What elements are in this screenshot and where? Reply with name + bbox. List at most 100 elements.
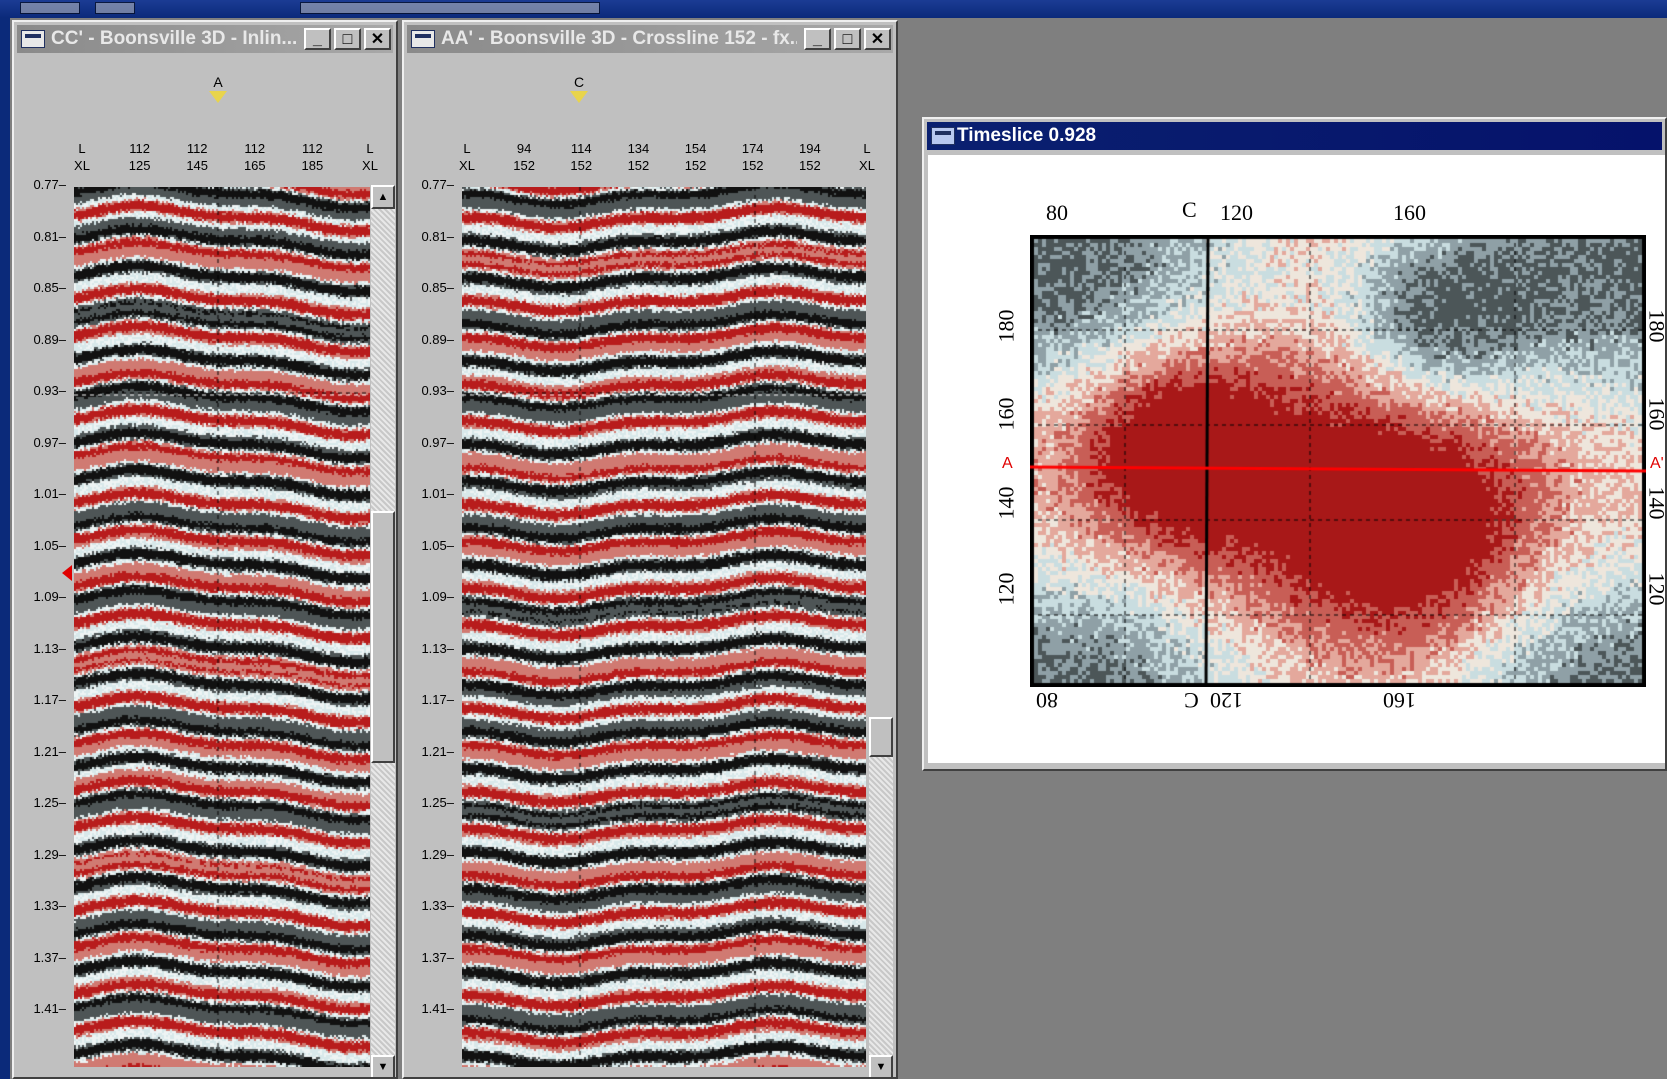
map-right-label: 180 xyxy=(1644,309,1667,343)
timeslice-window[interactable]: Timeslice 0.928 80 120 160 C 80 120 160 C 180 160… xyxy=(922,117,1667,771)
x-axis-label: 112 165 xyxy=(243,141,266,173)
scroll-down-arrow-icon[interactable]: ▼ xyxy=(869,1055,893,1077)
y-axis-label: 0.89– xyxy=(421,331,454,347)
timeslice-map-panel: 80 120 160 C 80 120 160 C 180 160 140 120 180 160 140 1… xyxy=(928,155,1665,763)
maximize-icon[interactable]: □ xyxy=(334,28,361,50)
y-axis-label: 1.29– xyxy=(421,846,454,862)
map-left-label: 160 xyxy=(993,397,1019,431)
crossline-window-titlebar[interactable]: AA' - Boonsville 3D - Crossline 152 - fx… xyxy=(407,25,893,53)
map-bottom-label: 120 xyxy=(1210,688,1243,713)
x-axis-label: 174 152 xyxy=(741,141,764,173)
marker-label: A xyxy=(213,74,223,90)
maximize-icon[interactable]: □ xyxy=(834,28,861,50)
y-axis-label: 1.41– xyxy=(421,1001,454,1016)
top-toolbar-strip xyxy=(0,0,1667,18)
map-right-label: 140 xyxy=(1644,486,1667,520)
y-axis-label: 1.09– xyxy=(421,589,454,604)
y-axis-label: 1.29– xyxy=(33,846,66,862)
minimize-icon[interactable]: _ xyxy=(304,28,331,50)
y-axis-label: 1.05– xyxy=(33,537,66,553)
y-axis-label: 1.01– xyxy=(421,486,454,501)
timeslice-window-titlebar[interactable]: Timeslice 0.928 xyxy=(927,122,1662,150)
y-axis-label: 0.97– xyxy=(421,434,454,450)
y-axis-label: 0.93– xyxy=(33,383,66,398)
vertical-scrollbar[interactable]: ▲ ▼ xyxy=(371,185,395,1077)
y-axis-label: 1.41– xyxy=(33,1001,66,1016)
section-intersection-marker: C xyxy=(567,74,591,103)
x-axis-label: L XL xyxy=(459,141,475,173)
seismic-section-canvas[interactable] xyxy=(74,187,370,1067)
scroll-up-arrow-icon[interactable]: ▲ xyxy=(371,185,395,209)
map-top-label: 160 xyxy=(1393,200,1426,225)
toolbar-fragment xyxy=(20,2,80,14)
scrollbar-thumb[interactable] xyxy=(371,511,395,763)
map-left-label: 140 xyxy=(993,486,1019,520)
timeslice-window-title: Timeslice 0.928 xyxy=(957,125,1097,146)
y-axis-label: 0.81– xyxy=(421,228,454,244)
x-axis-label: L XL xyxy=(74,141,90,173)
horizon-pick-marker[interactable] xyxy=(62,565,72,581)
y-axis-label: 1.17– xyxy=(33,692,66,707)
x-axis-label: 114 152 xyxy=(570,141,593,173)
map-c-label: C xyxy=(1184,688,1199,713)
toolbar-fragment xyxy=(300,2,600,14)
window-app-icon[interactable] xyxy=(931,127,955,145)
x-axis-label: 112 125 xyxy=(128,141,151,173)
inline-section-window[interactable]: CC' - Boonsville 3D - Inlin... _ □ ✕ A L… xyxy=(12,20,398,1079)
vertical-scrollbar[interactable]: ▼ xyxy=(869,717,893,1077)
y-axis-label: 0.85– xyxy=(421,280,454,295)
x-axis-label: 134 152 xyxy=(627,141,650,173)
map-right-label: 160 xyxy=(1644,397,1667,431)
window-app-icon[interactable] xyxy=(411,30,435,48)
map-bottom-label: 160 xyxy=(1383,688,1416,713)
y-axis-label: 1.33– xyxy=(421,898,454,913)
map-top-label: 80 xyxy=(1046,200,1068,225)
section-a-label: A xyxy=(1002,455,1013,472)
crossline-window-title: AA' - Boonsville 3D - Crossline 152 - fx… xyxy=(441,28,797,49)
map-left-label: 120 xyxy=(993,572,1019,606)
y-axis-label: 1.33– xyxy=(33,898,66,913)
section-a-prime-label: A' xyxy=(1650,455,1664,472)
y-axis-label: 0.97– xyxy=(33,434,66,450)
crossline-section-window[interactable]: AA' - Boonsville 3D - Crossline 152 - fx… xyxy=(402,20,898,1079)
close-icon[interactable]: ✕ xyxy=(864,28,891,50)
x-axis-label: 112 145 xyxy=(186,141,209,173)
x-axis-label: L XL xyxy=(859,141,875,173)
window-app-icon[interactable] xyxy=(21,30,45,48)
y-axis-label: 1.21– xyxy=(33,743,66,759)
seismic-section-canvas[interactable] xyxy=(462,187,866,1067)
x-axis-label: L XL xyxy=(362,141,378,173)
map-top-label: 120 xyxy=(1220,200,1253,225)
y-axis-label: 0.77– xyxy=(33,177,66,192)
marker-triangle-icon xyxy=(570,91,588,103)
scrollbar-thumb[interactable] xyxy=(869,717,893,757)
y-axis-label: 1.25– xyxy=(421,795,454,810)
timeslice-amplitude-map[interactable] xyxy=(1030,235,1646,687)
x-axis-label: 194 152 xyxy=(798,141,821,173)
y-axis-label: 0.93– xyxy=(421,383,454,398)
section-intersection-marker: A xyxy=(206,74,230,103)
marker-label: C xyxy=(573,74,585,90)
map-right-label: 120 xyxy=(1644,572,1667,606)
map-left-label: 180 xyxy=(993,309,1019,343)
y-axis-label: 1.17– xyxy=(421,692,454,707)
y-axis-label: 0.81– xyxy=(33,228,66,244)
y-axis-label: 1.05– xyxy=(421,537,454,553)
scroll-down-arrow-icon[interactable]: ▼ xyxy=(371,1055,395,1077)
map-bottom-label: 80 xyxy=(1036,688,1058,713)
y-axis-label: 0.89– xyxy=(33,331,66,347)
x-axis-label: 154 152 xyxy=(684,141,707,173)
minimize-icon[interactable]: _ xyxy=(804,28,831,50)
x-axis-label: 94 152 xyxy=(513,141,535,173)
y-axis-label: 1.25– xyxy=(33,795,66,810)
y-axis-label: 0.77– xyxy=(421,177,454,192)
map-c-label: C xyxy=(1182,197,1197,222)
inline-window-titlebar[interactable]: CC' - Boonsville 3D - Inlin... _ □ ✕ xyxy=(17,25,393,53)
x-axis-label: 112 185 xyxy=(301,141,324,173)
marker-triangle-icon xyxy=(209,91,227,103)
y-axis-label: 1.37– xyxy=(421,949,454,965)
y-axis-label: 1.13– xyxy=(421,640,454,656)
y-axis-label: 1.21– xyxy=(421,743,454,759)
toolbar-fragment xyxy=(95,2,135,14)
close-icon[interactable]: ✕ xyxy=(364,28,391,50)
